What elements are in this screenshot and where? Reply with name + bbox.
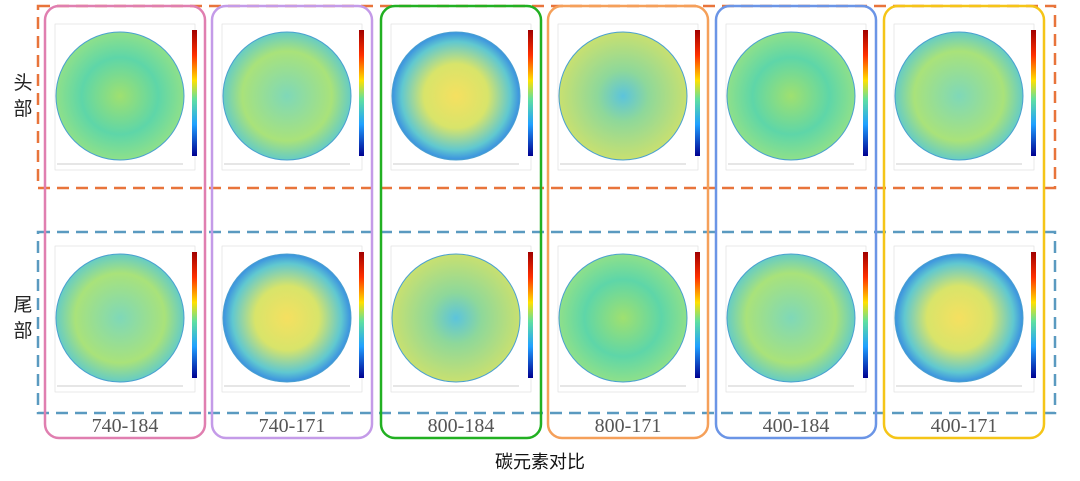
wafer-map	[222, 253, 352, 383]
wafer-map	[391, 253, 521, 383]
colorbar	[359, 252, 364, 378]
wafer-map	[726, 253, 856, 383]
column-frame	[43, 4, 207, 440]
colorbar	[192, 252, 197, 378]
column-frame	[546, 4, 710, 440]
wafer-map	[222, 31, 352, 161]
row-label: 头部	[13, 72, 33, 120]
column-frame	[714, 4, 878, 440]
colorbar	[863, 30, 868, 156]
column-label: 740-171	[258, 415, 326, 437]
wafer-map	[391, 31, 521, 161]
column-frame	[210, 4, 374, 440]
wafer-map	[726, 31, 856, 161]
colorbar	[863, 252, 868, 378]
colorbar	[1031, 30, 1036, 156]
column-label: 400-184	[762, 415, 830, 437]
colorbar	[695, 30, 700, 156]
colorbar	[528, 30, 533, 156]
wafer-map	[558, 31, 688, 161]
row-label: 尾部	[13, 294, 33, 342]
colorbar	[528, 252, 533, 378]
colorbar	[695, 252, 700, 378]
column-label: 400-171	[930, 415, 998, 437]
column-label: 800-184	[427, 415, 495, 437]
wafer-map	[894, 253, 1024, 383]
colorbar	[359, 30, 364, 156]
column-label: 740-184	[91, 415, 159, 437]
head-region	[36, 4, 1057, 190]
column-label: 800-171	[594, 415, 662, 437]
wafer-map	[55, 31, 185, 161]
column-frame	[882, 4, 1046, 440]
colorbar	[192, 30, 197, 156]
wafer-map	[55, 253, 185, 383]
tail-region	[36, 230, 1057, 415]
wafer-map	[558, 253, 688, 383]
wafer-map	[894, 31, 1024, 161]
caption: 碳元素对比	[495, 452, 585, 473]
colorbar	[1031, 252, 1036, 378]
column-frame	[379, 4, 543, 440]
